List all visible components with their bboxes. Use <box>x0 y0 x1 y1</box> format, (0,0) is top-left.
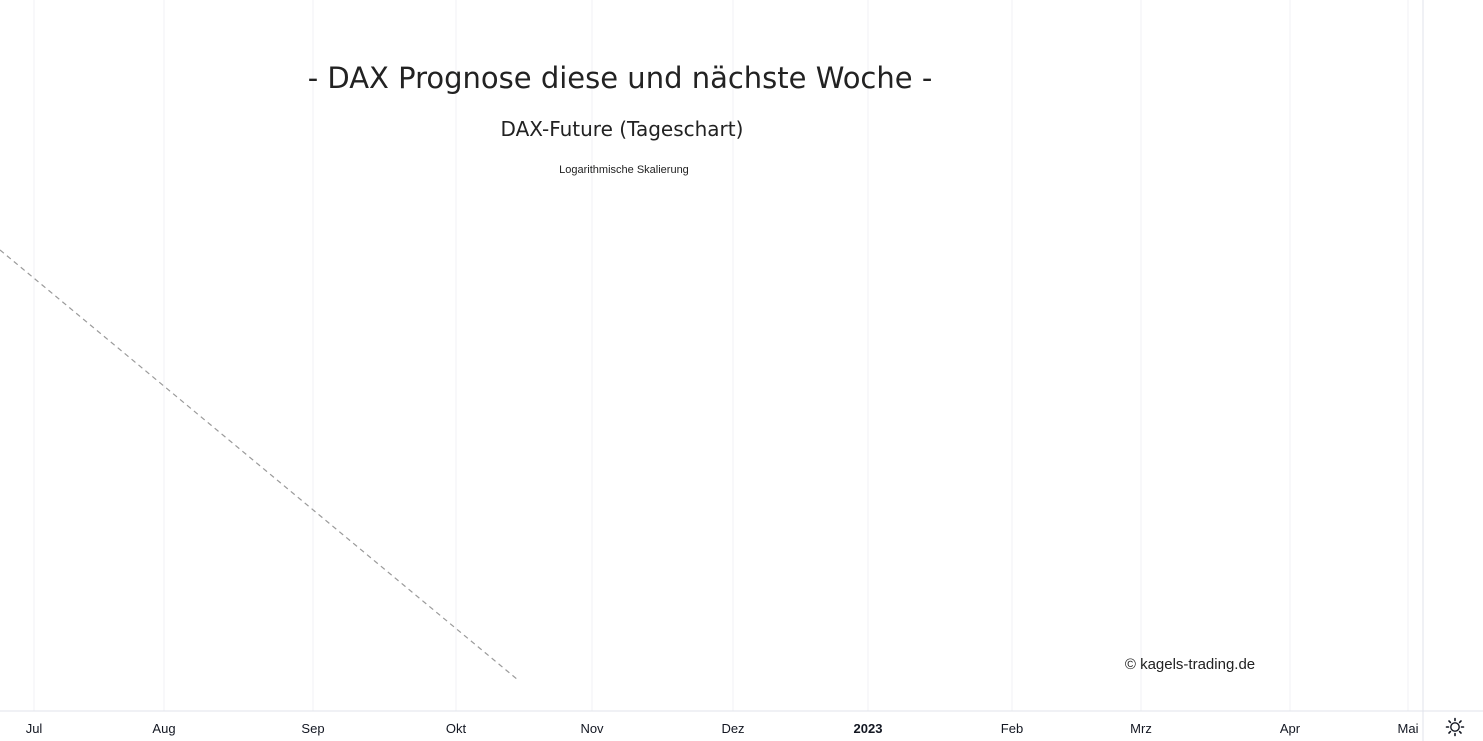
scale-note: Logarithmische Skalierung <box>559 164 689 176</box>
x-tick-label: Apr <box>1280 721 1301 736</box>
time-axis: Jul Aug Sep Okt Nov Dez 2023 Feb Mrz Apr Mai <box>26 721 1419 736</box>
x-tick-label: Mrz <box>1130 721 1152 736</box>
downtrend-line <box>0 249 519 681</box>
x-tick-label: Okt <box>446 721 467 736</box>
x-tick-label: Mai <box>1398 721 1419 736</box>
grid <box>33 0 1409 711</box>
trendline <box>0 249 519 681</box>
x-tick-label: 2023 <box>854 721 883 736</box>
watermark: © kagels-trading.de <box>1125 656 1255 673</box>
x-tick-label: Jul <box>26 721 43 736</box>
x-tick-label: Nov <box>580 721 604 736</box>
x-tick-label: Dez <box>721 721 744 736</box>
x-tick-label: Feb <box>1001 721 1023 736</box>
settings-gear-icon[interactable] <box>1445 717 1465 737</box>
chart-title: - DAX Prognose diese und nächste Woche - <box>308 61 933 95</box>
x-tick-label: Sep <box>301 721 324 736</box>
chart-subtitle: DAX-Future (Tageschart) <box>501 117 744 141</box>
x-tick-label: Aug <box>152 721 175 736</box>
